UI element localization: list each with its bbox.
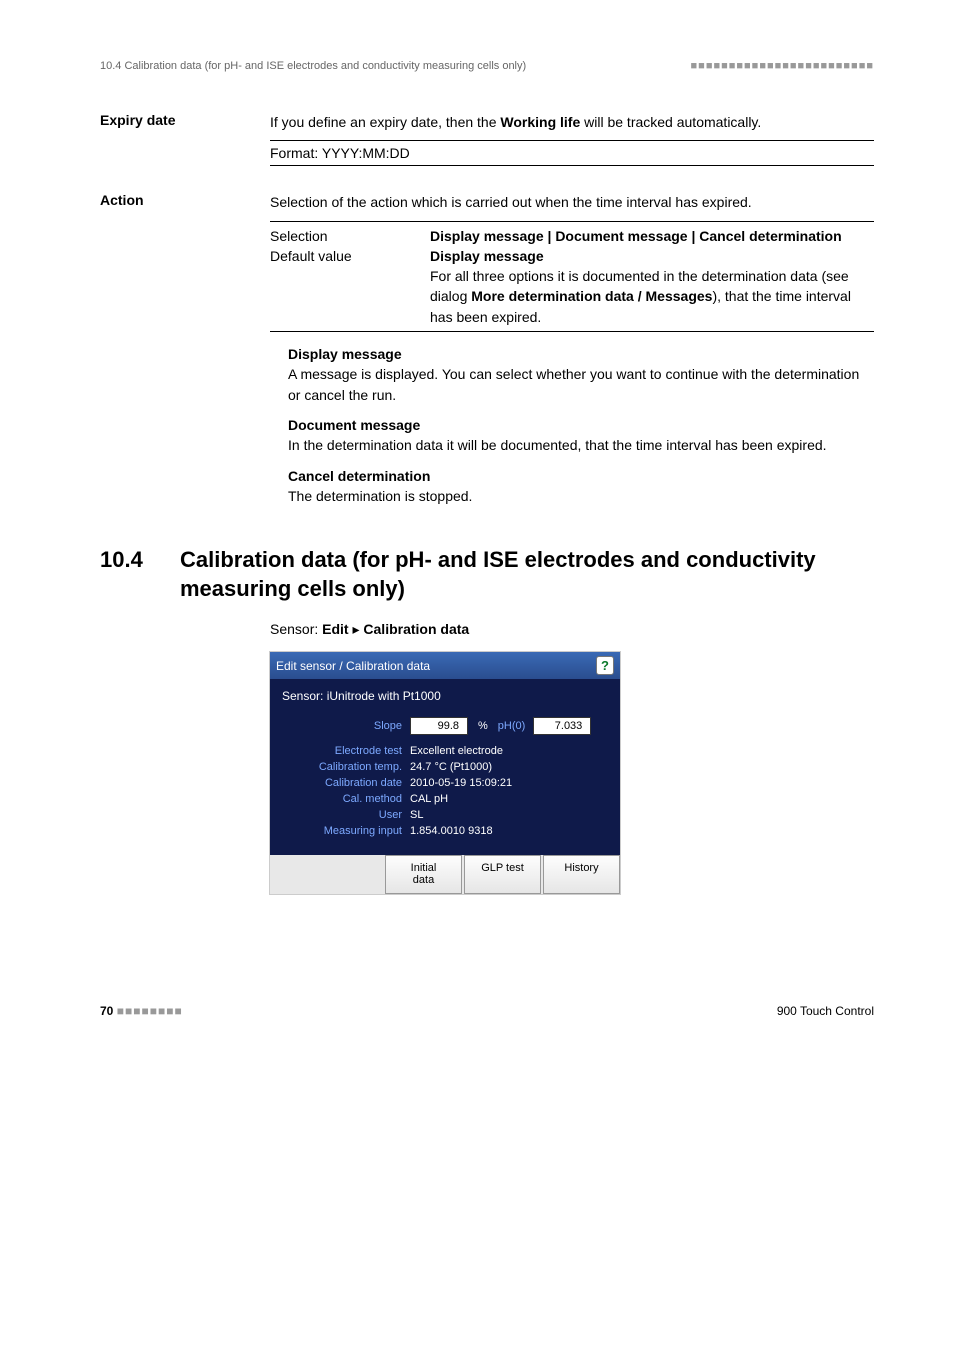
- expiry-label: Expiry date: [100, 112, 270, 182]
- expiry-desc-bold: Working life: [500, 114, 580, 130]
- glp-test-button[interactable]: GLP test: [464, 855, 541, 893]
- info-row: Cal. methodCAL pH: [282, 793, 608, 805]
- help-button[interactable]: ?: [596, 656, 614, 675]
- selection-val: Display message | Document message | Can…: [430, 226, 874, 246]
- default-val: Display message: [430, 246, 874, 266]
- info-row: Calibration date2010-05-19 15:09:21: [282, 777, 608, 789]
- option-title: Cancel determination: [288, 466, 874, 486]
- info-value: Excellent electrode: [410, 745, 503, 757]
- slope-input[interactable]: 99.8: [410, 717, 468, 735]
- info-value: 2010-05-19 15:09:21: [410, 777, 512, 789]
- section-number: 10.4: [100, 546, 180, 603]
- selection-key: Selection: [270, 226, 430, 246]
- option-title: Display message: [288, 344, 874, 364]
- expiry-desc: If you define an expiry date, then the W…: [270, 112, 874, 132]
- option-body: The determination is stopped.: [288, 486, 874, 506]
- action-label: Action: [100, 192, 270, 516]
- expiry-desc-post: will be tracked automatically.: [580, 114, 761, 130]
- action-table: Selection Display message | Document mes…: [270, 221, 874, 332]
- ph0-input[interactable]: 7.033: [533, 717, 591, 735]
- action-desc: Selection of the action which is carried…: [270, 192, 874, 212]
- dialog-title: Edit sensor / Calibration data: [276, 659, 430, 673]
- header-squares: ■■■■■■■■■■■■■■■■■■■■■■■■: [691, 60, 874, 72]
- slope-label: Slope: [282, 720, 410, 732]
- info-value: 1.854.0010 9318: [410, 825, 493, 837]
- running-head: 10.4 Calibration data (for pH- and ISE e…: [100, 60, 526, 72]
- dialog-subtitle: Sensor: iUnitrode with Pt1000: [282, 689, 608, 703]
- info-row: Electrode testExcellent electrode: [282, 745, 608, 757]
- info-key: Measuring input: [282, 825, 410, 837]
- expiry-desc-pre: If you define an expiry date, then the: [270, 114, 500, 130]
- device-screenshot: Edit sensor / Calibration data ? Sensor:…: [270, 652, 620, 893]
- info-key: Calibration date: [282, 777, 410, 789]
- info-key: User: [282, 809, 410, 821]
- expiry-format: Format: YYYY:MM:DD: [270, 140, 874, 166]
- product-name: 900 Touch Control: [777, 1004, 874, 1018]
- option-cancel-determination: Cancel determination The determination i…: [288, 466, 874, 507]
- info-key: Calibration temp.: [282, 761, 410, 773]
- default-key: Default value: [270, 246, 430, 327]
- option-body: A message is displayed. You can select w…: [288, 364, 874, 405]
- option-title: Document message: [288, 415, 874, 435]
- info-key: Cal. method: [282, 793, 410, 805]
- info-row: UserSL: [282, 809, 608, 821]
- option-document-message: Document message In the determination da…: [288, 415, 874, 456]
- initial-data-button[interactable]: Initial data: [385, 855, 462, 893]
- default-note: For all three options it is documented i…: [430, 266, 874, 327]
- breadcrumb-cal: Calibration data: [363, 621, 469, 637]
- section-title: Calibration data (for pH- and ISE electr…: [180, 546, 874, 603]
- option-body: In the determination data it will be doc…: [288, 435, 874, 455]
- info-row: Calibration temp.24.7 °C (Pt1000): [282, 761, 608, 773]
- info-value: CAL pH: [410, 793, 448, 805]
- default-note-bold: More determination data / Messages: [471, 288, 712, 304]
- option-display-message: Display message A message is displayed. …: [288, 344, 874, 405]
- breadcrumb-sep: ▸: [349, 621, 364, 637]
- page-number: 70: [100, 1004, 113, 1018]
- section-heading: 10.4 Calibration data (for pH- and ISE e…: [100, 546, 874, 603]
- info-value: 24.7 °C (Pt1000): [410, 761, 492, 773]
- info-key: Electrode test: [282, 745, 410, 757]
- slope-unit: %: [468, 720, 498, 732]
- breadcrumb-pre: Sensor:: [270, 621, 322, 637]
- info-row: Measuring input1.854.0010 9318: [282, 825, 608, 837]
- history-button[interactable]: History: [543, 855, 620, 893]
- info-value: SL: [410, 809, 423, 821]
- breadcrumb: Sensor: Edit ▸ Calibration data: [270, 621, 874, 638]
- footer-squares: ■■■■■■■■: [117, 1004, 183, 1018]
- breadcrumb-edit: Edit: [322, 621, 348, 637]
- ph0-label: pH(0): [498, 720, 534, 732]
